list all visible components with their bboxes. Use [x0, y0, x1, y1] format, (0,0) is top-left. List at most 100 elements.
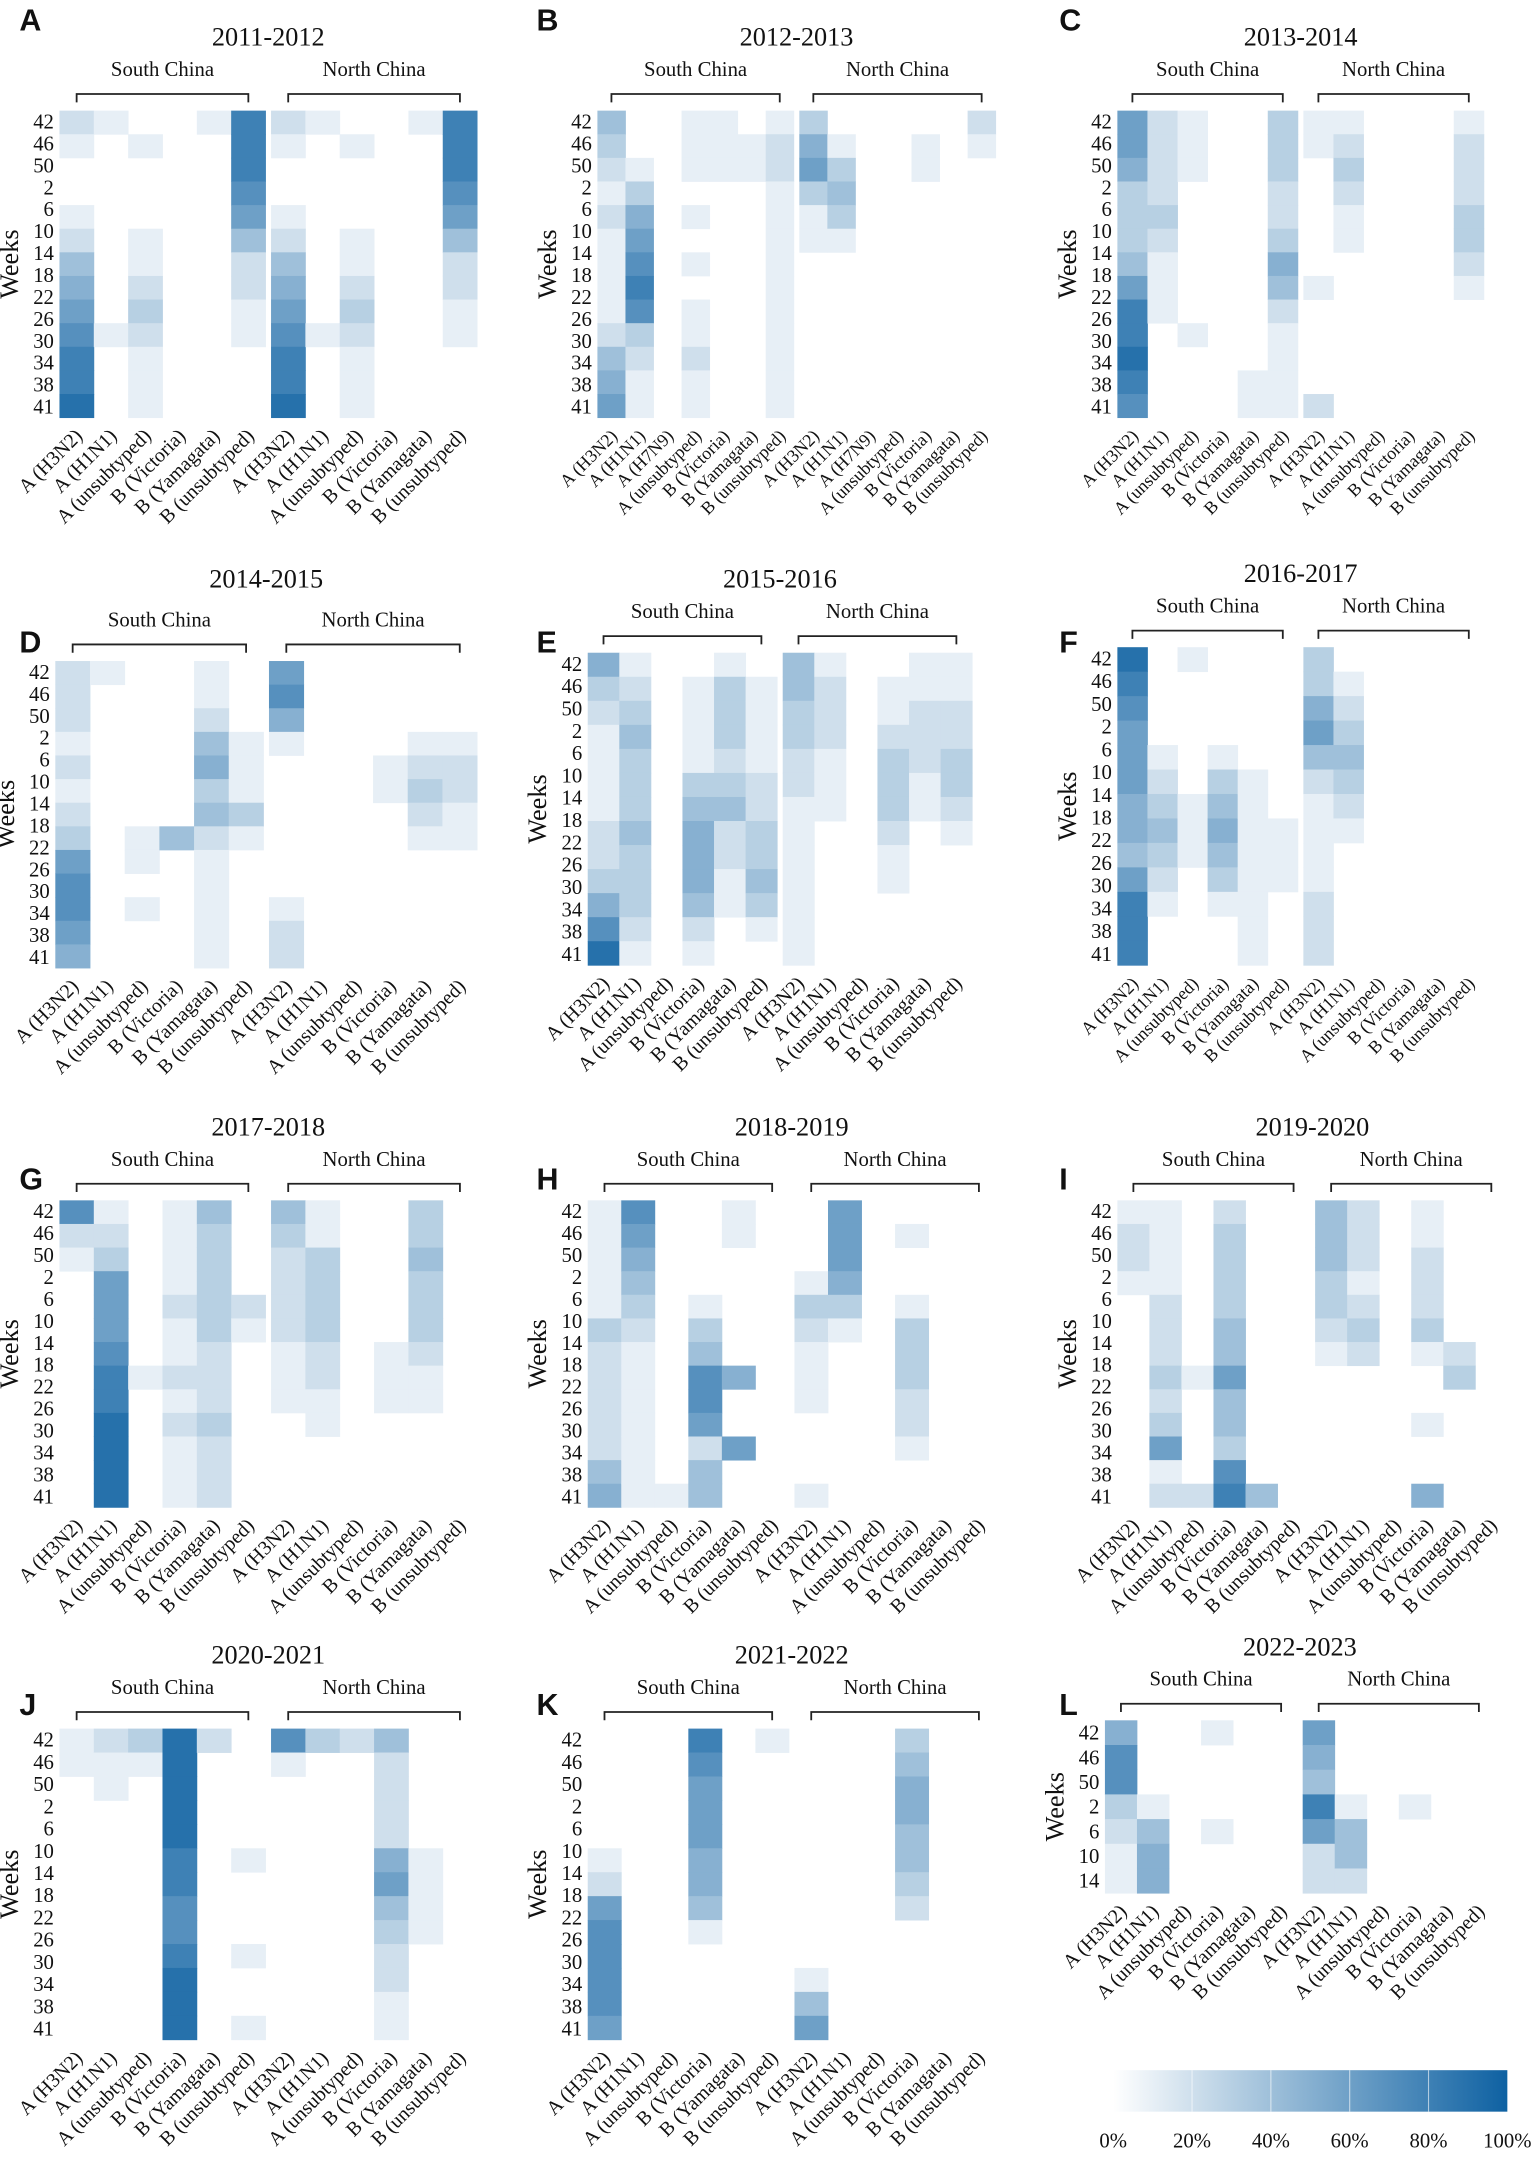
region-label-south: South China: [108, 609, 211, 631]
heatmap-cell: [1267, 205, 1299, 230]
heatmap-cell: [93, 1318, 129, 1343]
region-label-south: South China: [1156, 596, 1259, 618]
y-tick-label: 42: [571, 112, 592, 134]
region-label-south: South China: [111, 1677, 214, 1699]
heatmap-cell: [587, 1342, 622, 1367]
y-tick-label: 46: [1079, 1747, 1100, 1769]
heatmap-cell: [1177, 157, 1209, 182]
heatmap-cell: [688, 1389, 723, 1414]
heatmap-cell: [231, 157, 266, 182]
heatmap-cell: [194, 779, 230, 804]
heatmap-cell: [895, 1800, 930, 1825]
heatmap-cell: [625, 228, 654, 253]
heatmap-cell: [688, 1365, 723, 1390]
panel-letter: D: [19, 626, 41, 660]
heatmap-cell: [682, 893, 715, 918]
heatmap-cell: [339, 394, 375, 419]
heatmap-cell: [1267, 867, 1299, 893]
heatmap-cell: [162, 1920, 198, 1945]
y-tick-label: 30: [1091, 331, 1112, 353]
y-tick-label: 41: [571, 397, 592, 419]
heatmap-cell: [1147, 228, 1178, 253]
heatmap-cell: [688, 1920, 723, 1945]
y-tick-label: 10: [561, 1311, 582, 1333]
heatmap-cell: [268, 661, 305, 686]
heatmap-cell: [374, 1872, 409, 1897]
y-tick-label: 10: [1091, 762, 1112, 784]
heatmap-cell: [1213, 1436, 1246, 1461]
heatmap-cell: [688, 1824, 723, 1849]
panel-title: 2022-2023: [1243, 1632, 1357, 1661]
heatmap-cell: [745, 676, 778, 702]
heatmap-cell: [755, 1728, 790, 1753]
heatmap-cell: [940, 700, 973, 726]
heatmap-cell: [162, 1294, 198, 1319]
region-bracket: [75, 1182, 250, 1193]
heatmap-cell: [442, 275, 478, 300]
heatmap-cell: [619, 869, 652, 894]
heatmap-cell: [162, 1848, 198, 1873]
y-tick-label: 50: [1091, 1245, 1112, 1267]
heatmap-cell: [162, 1896, 198, 1921]
heatmap-cell: [895, 1318, 930, 1343]
heatmap-cell: [587, 1872, 622, 1897]
heatmap-cell: [268, 708, 305, 733]
heatmap-cell: [587, 1991, 622, 2017]
heatmap-cell: [93, 110, 129, 135]
heatmap-cell: [93, 1389, 129, 1414]
heatmap-cell: [442, 731, 478, 756]
heatmap-cell: [814, 724, 847, 750]
heatmap-cell: [1237, 940, 1269, 966]
heatmap-cell: [895, 1872, 930, 1897]
heatmap-cell: [621, 1318, 656, 1343]
y-axis-label: Weeks: [0, 1849, 24, 1918]
y-tick-label: 46: [33, 1223, 54, 1245]
colorbar-tick-label: 20%: [1173, 2131, 1211, 2153]
heatmap-cell: [681, 252, 711, 277]
heatmap-cell: [1315, 1318, 1348, 1343]
heatmap-cell: [196, 1436, 232, 1461]
heatmap-cell: [587, 652, 620, 678]
heatmap-cell: [587, 1944, 622, 1969]
heatmap-cell: [619, 893, 652, 918]
heatmap-cell: [408, 1247, 444, 1272]
heatmap-cell: [1117, 671, 1148, 697]
heatmap-cell: [1267, 370, 1299, 395]
heatmap-cell: [1117, 940, 1148, 966]
heatmap-cell: [93, 1460, 129, 1485]
y-tick-label: 2: [1101, 177, 1111, 199]
heatmap-cell: [55, 661, 91, 686]
heatmap-cell: [745, 772, 778, 798]
heatmap-cell: [59, 1200, 95, 1225]
y-tick-label: 50: [561, 1774, 582, 1796]
heatmap-cell: [59, 1752, 95, 1777]
y-axis-label: Weeks: [0, 780, 20, 849]
y-tick-label: 10: [561, 765, 582, 787]
region-bracket: [1330, 1182, 1493, 1193]
heatmap-cell: [55, 849, 91, 874]
heatmap-cell: [714, 700, 747, 726]
y-tick-label: 34: [33, 1442, 54, 1464]
heatmap-cell: [231, 1848, 266, 1873]
heatmap-cell: [374, 1728, 409, 1753]
y-tick-label: 10: [33, 1841, 54, 1863]
heatmap-cell: [814, 748, 847, 774]
heatmap-cell: [271, 1365, 306, 1390]
heatmap-cell: [442, 802, 478, 827]
region-label-north: North China: [1360, 1149, 1463, 1171]
heatmap-cell: [196, 1200, 232, 1225]
region-label-north: North China: [323, 1677, 426, 1699]
y-tick-label: 34: [1091, 353, 1112, 375]
heatmap-cell: [967, 110, 997, 135]
heatmap-cell: [765, 157, 795, 182]
heatmap-cell: [268, 684, 305, 709]
panel-title: 2011-2012: [212, 23, 325, 52]
region-bracket: [603, 1182, 774, 1193]
heatmap-cell: [619, 700, 652, 726]
y-tick-label: 18: [33, 1885, 54, 1907]
heatmap-cell: [619, 845, 652, 870]
heatmap-cell: [1117, 696, 1148, 722]
y-tick-label: 6: [572, 1819, 582, 1841]
